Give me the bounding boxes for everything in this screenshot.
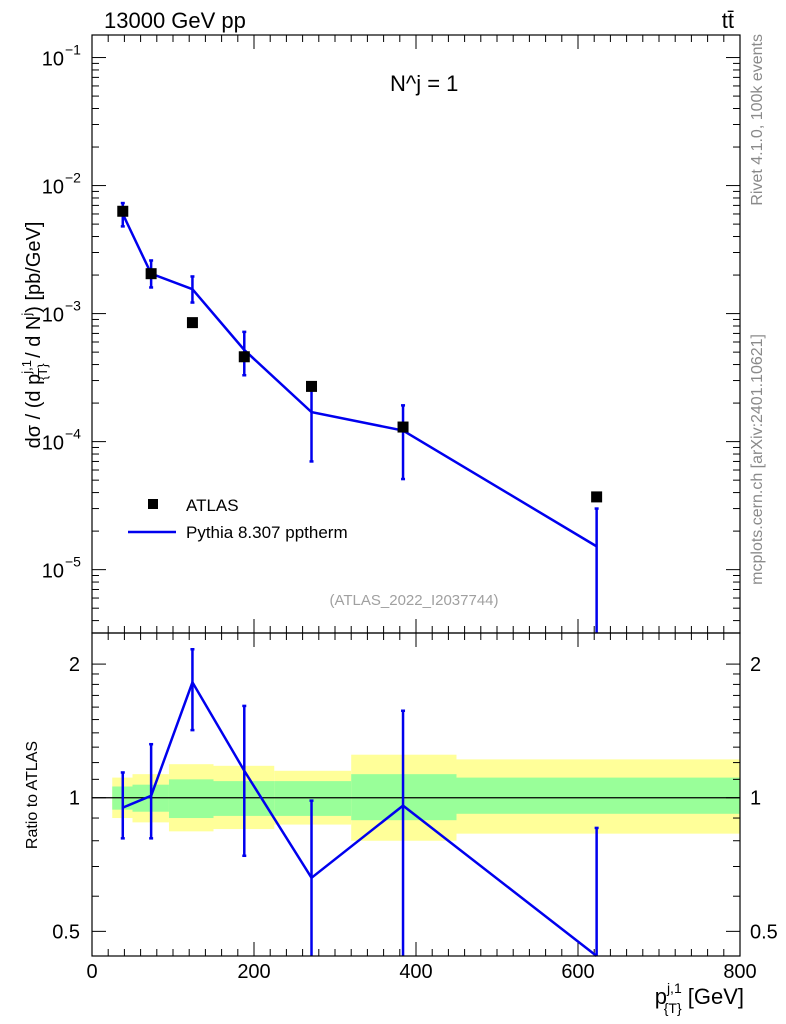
atlas-data-point [145,268,157,280]
ratio-axis-label: Ratio to ATLAS [24,741,41,849]
ratio-ticks: 0.5 0.5 1 1 2 2 0 200 400 600 800 [52,633,778,983]
x-tick-label: 200 [237,961,270,983]
y-tick-label-mantissa: 10 [42,49,64,71]
y-tick-label-mantissa: 10 [42,177,64,199]
legend-label-atlas: ATLAS [186,496,239,515]
legend-marker-atlas [148,499,158,509]
energy-label: 13000 GeV pp [104,8,246,33]
ratio-y-tick-label: 1 [69,788,80,810]
y-tick-label-exponent: −4 [65,426,81,442]
main-ticks: 10−510−410−310−210−1 [42,35,741,633]
ratio-uncertainty-bands [92,754,740,841]
x-axis-title: pj,1 {T} [GeV] [655,980,744,1016]
atlas-data-point [186,317,198,329]
ratio-y-tick-label-right: 0.5 [750,921,778,943]
mcplots-label: mcplots.cern.ch [arXiv:2401.10621] [749,334,766,585]
atlas-data-point [238,351,250,363]
atlas-data-point [591,491,603,503]
x-tick-label: 400 [399,961,432,983]
y-tick-label-mantissa: 10 [42,305,64,327]
ratio-inner-band [456,777,740,814]
analysis-id: (ATLAS_2022_I2037744) [329,592,498,609]
legend-label-pythia: Pythia 8.307 pptherm [186,523,348,542]
main-plot-frame [91,34,741,634]
x-tick-label: 0 [86,961,97,983]
atlas-data-point [397,421,409,433]
y-tick-label-exponent: −1 [65,42,81,58]
ratio-y-tick-label: 2 [69,654,80,676]
y-tick-label-exponent: −2 [65,170,81,186]
ratio-series [120,648,599,957]
atlas-data-point [306,380,318,392]
x-tick-label: 800 [723,961,756,983]
process-label: tt̄ [722,8,734,33]
panel-title: N^j = 1 [390,71,458,96]
ratio-y-tick-label: 0.5 [52,921,80,943]
ratio-inner-band [168,779,214,819]
main-panel: 10−510−410−310−210−1 N^j = 1 (ATLAS_2022… [19,34,741,634]
main-series [117,201,603,633]
y-tick-label-mantissa: 10 [42,561,64,583]
atlas-data-point [117,205,129,217]
ratio-plot-frame [91,632,741,957]
legend: ATLAS Pythia 8.307 pptherm [128,496,348,542]
ratio-panel: 0.5 0.5 1 1 2 2 0 200 400 600 800 Ratio to ATLAS [24,632,778,983]
y-tick-label-exponent: −5 [65,554,81,570]
y-tick-label-mantissa: 10 [42,433,64,455]
y-tick-label-exponent: −3 [65,298,81,314]
x-tick-label: 600 [561,961,594,983]
main-y-axis-label: dσ / (d pj,1{T} / d Nj) [pb/GeV] [19,222,50,449]
ratio-y-tick-label-right: 1 [750,788,761,810]
rivet-label: Rivet 4.1.0, 100k events [749,34,766,206]
y-axis-title: dσ / (d pj,1{T} / d Nj) [pb/GeV] [19,222,50,449]
ratio-y-tick-label-right: 2 [750,654,761,676]
